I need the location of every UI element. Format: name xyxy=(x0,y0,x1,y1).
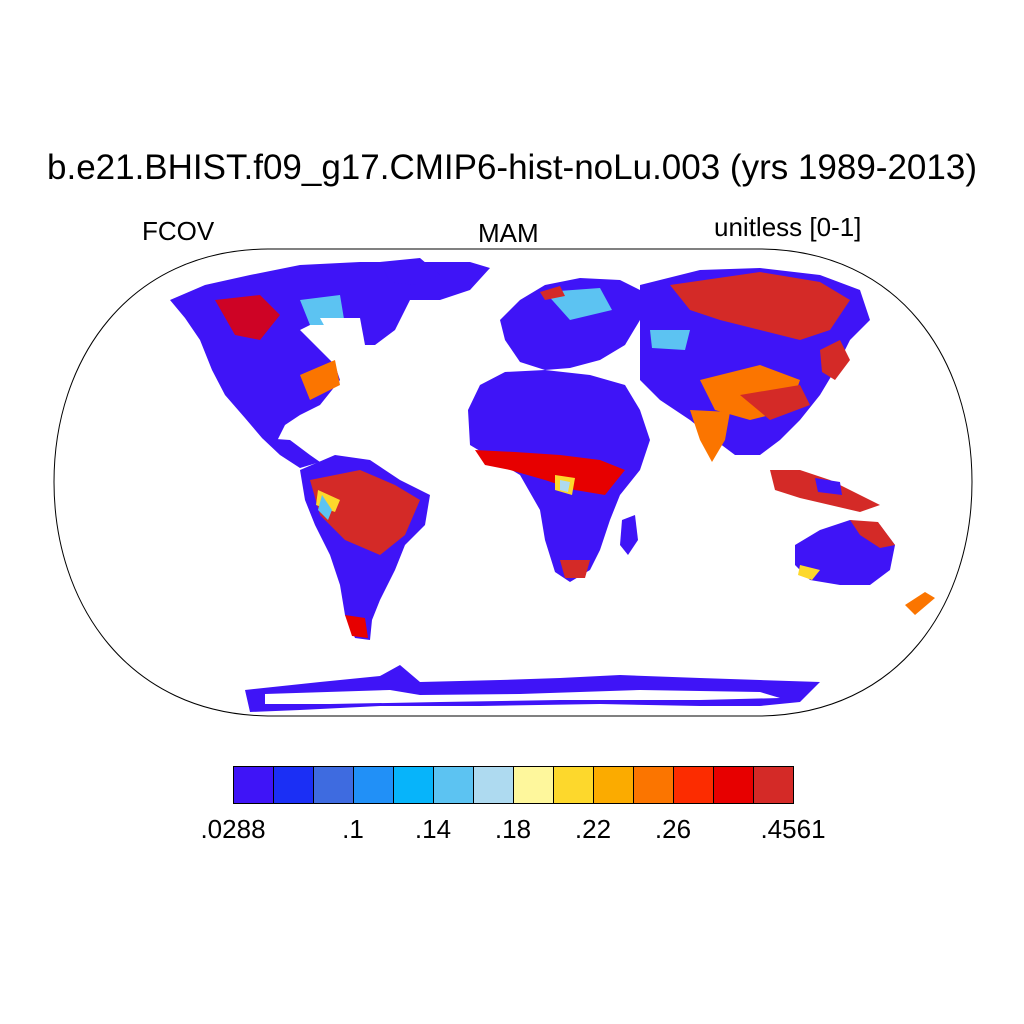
colorbar-swatch xyxy=(753,766,794,804)
new-zealand xyxy=(905,592,935,615)
colorbar-swatch xyxy=(593,766,634,804)
colorbar-swatch xyxy=(353,766,394,804)
colorbar-swatch xyxy=(513,766,554,804)
madagascar xyxy=(620,515,638,555)
colorbar-swatch xyxy=(313,766,354,804)
units-label: unitless [0-1] xyxy=(714,212,862,242)
colorbar-tick-label: .22 xyxy=(574,814,612,844)
season-label: MAM xyxy=(478,218,539,248)
map-title: b.e21.BHIST.f09_g17.CMIP6-hist-noLu.003 … xyxy=(47,148,977,187)
colorbar-swatch xyxy=(233,766,274,804)
japan xyxy=(820,340,850,380)
variable-label: FCOV xyxy=(142,216,215,246)
colorbar-tick-label: .4561 xyxy=(760,814,826,844)
colorbar-tick-label: .18 xyxy=(494,814,532,844)
colorbar-swatch xyxy=(553,766,594,804)
colorbar-swatch xyxy=(673,766,714,804)
colorbar-tick-label: .26 xyxy=(654,814,692,844)
central-america xyxy=(262,438,320,468)
colorbar-swatch xyxy=(713,766,754,804)
colorbar-swatch xyxy=(633,766,674,804)
colorbar-tick-label: .1 xyxy=(342,814,364,844)
colorbar-tick-label: .0288 xyxy=(200,814,266,844)
colorbar-swatch xyxy=(473,766,514,804)
colorbar-tick-label: .14 xyxy=(414,814,452,844)
india xyxy=(690,410,730,462)
colorbar-swatch xyxy=(433,766,474,804)
colorbar-swatch xyxy=(273,766,314,804)
colorbar-swatch xyxy=(393,766,434,804)
